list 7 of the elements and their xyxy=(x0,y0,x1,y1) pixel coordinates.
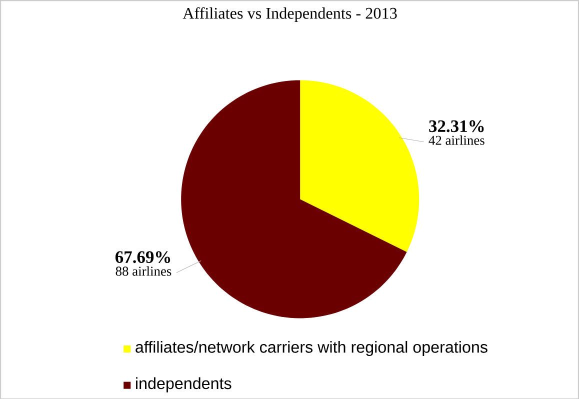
text: 88 airlines xyxy=(116,266,172,276)
legend-label: independents xyxy=(136,377,232,392)
legend-label: affiliates/network carriers with regional operations xyxy=(136,340,488,356)
data-label: 32.31% xyxy=(429,120,484,132)
chart-title: Affiliates vs Independents - 2013 xyxy=(182,7,397,22)
data-label: 67.69% xyxy=(115,250,170,263)
text: 42 airlines xyxy=(428,135,484,145)
